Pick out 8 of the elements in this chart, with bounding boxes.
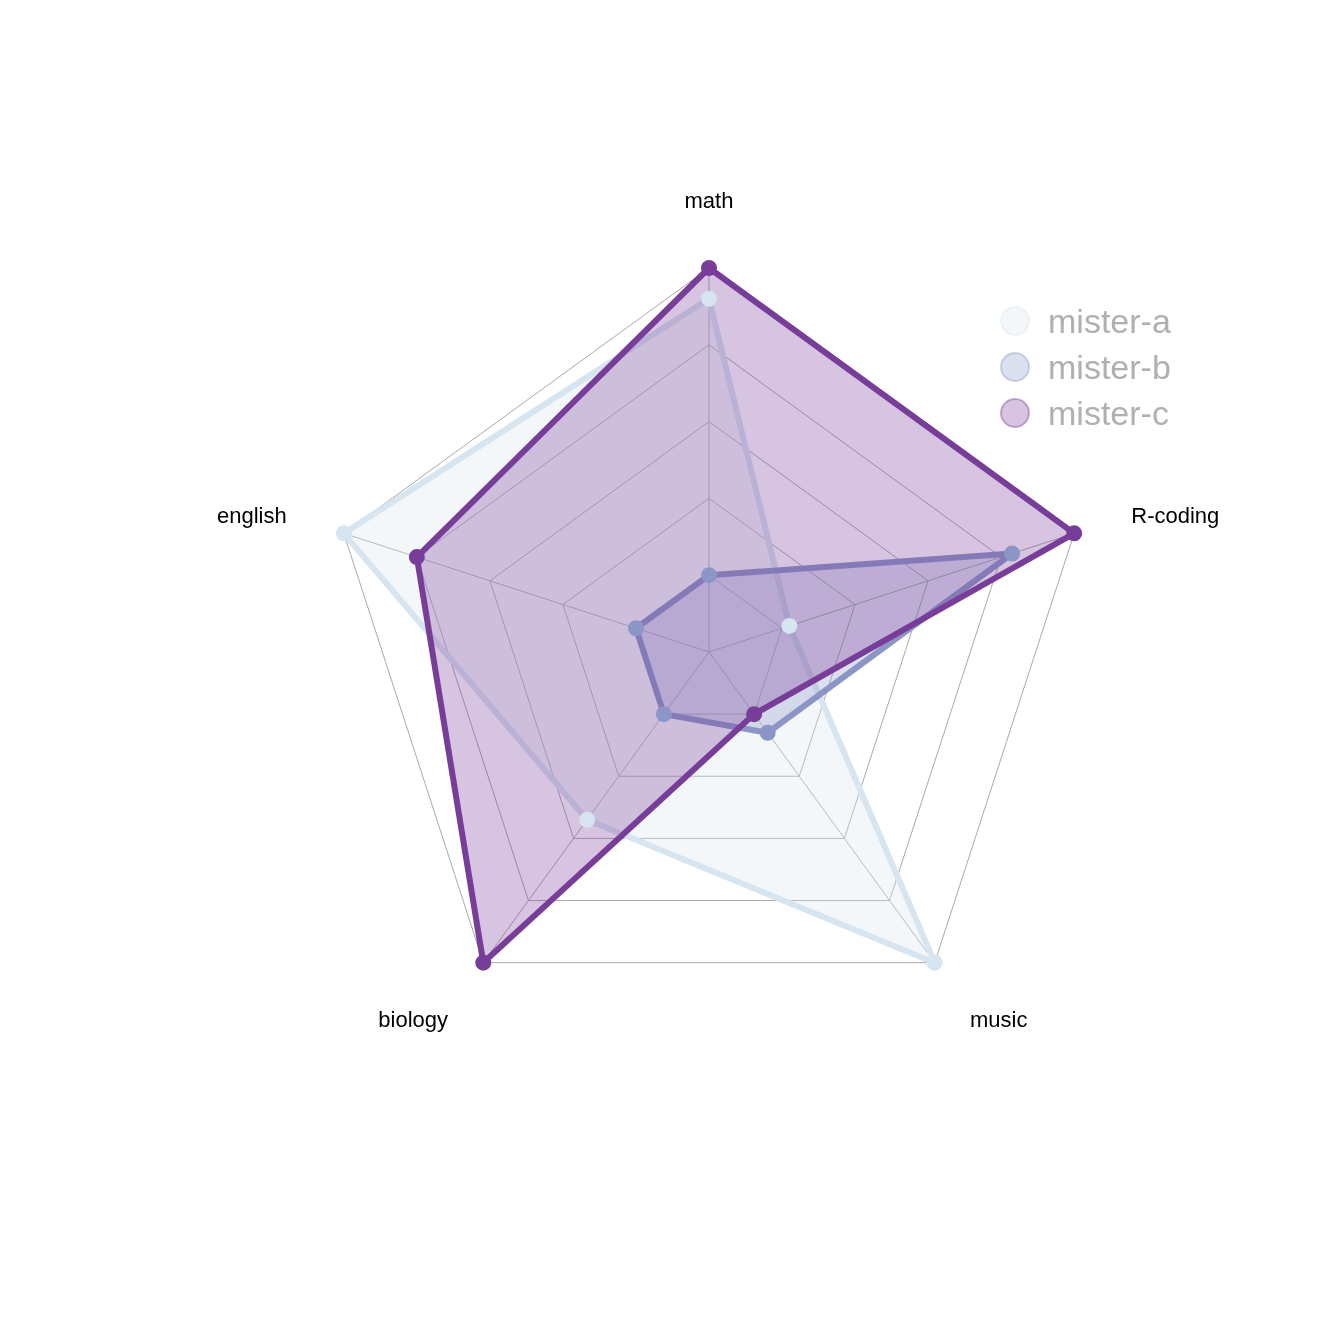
spoke-label: R-coding [1131, 502, 1220, 528]
legend-label: mister-c [1048, 393, 1169, 433]
legend-label: mister-a [1048, 301, 1171, 341]
spoke-label: biology [378, 1006, 449, 1032]
spoke-label: english [217, 502, 287, 528]
spoke-label: music [969, 1006, 1028, 1032]
legend-label: mister-b [1048, 347, 1171, 387]
spoke-label: math [684, 188, 734, 213]
